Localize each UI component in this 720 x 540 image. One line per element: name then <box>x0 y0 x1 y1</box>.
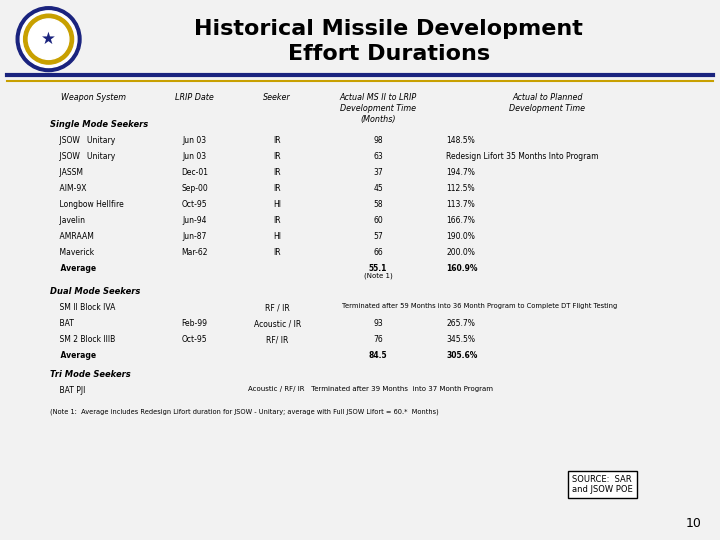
Text: AMRAAM: AMRAAM <box>50 232 94 241</box>
Text: Sep-00: Sep-00 <box>181 184 208 193</box>
Text: 60: 60 <box>373 216 383 225</box>
Text: LRIP Date: LRIP Date <box>175 93 214 102</box>
Text: SM II Block IVA: SM II Block IVA <box>50 303 116 312</box>
Circle shape <box>20 11 77 68</box>
Text: Actual MS II to LRIP
Development Time
(Months): Actual MS II to LRIP Development Time (M… <box>339 93 417 124</box>
Text: Average: Average <box>50 264 96 273</box>
Text: JSOW   Unitary: JSOW Unitary <box>50 152 116 161</box>
Text: Oct-95: Oct-95 <box>181 335 207 345</box>
Text: BAT: BAT <box>50 319 74 328</box>
Text: RF/ IR: RF/ IR <box>266 335 289 345</box>
Text: Seeker: Seeker <box>264 93 291 102</box>
Text: HI: HI <box>273 232 282 241</box>
Text: 76: 76 <box>373 335 383 345</box>
Text: (Note 1:  Average includes Redesign Lifort duration for JSOW - Unitary; average : (Note 1: Average includes Redesign Lifor… <box>50 408 439 415</box>
Text: JSOW   Unitary: JSOW Unitary <box>50 136 116 145</box>
Text: SM 2 Block IIIB: SM 2 Block IIIB <box>50 335 116 345</box>
Text: 265.7%: 265.7% <box>446 319 475 328</box>
Text: 57: 57 <box>373 232 383 241</box>
Text: 93: 93 <box>373 319 383 328</box>
Text: 200.0%: 200.0% <box>446 248 475 256</box>
Text: IR: IR <box>274 248 281 256</box>
Circle shape <box>24 14 73 64</box>
Text: Jun-94: Jun-94 <box>182 216 207 225</box>
Text: 166.7%: 166.7% <box>446 216 475 225</box>
Text: Feb-99: Feb-99 <box>181 319 207 328</box>
Text: RF / IR: RF / IR <box>265 303 289 312</box>
Text: 190.0%: 190.0% <box>446 232 475 241</box>
Text: 194.7%: 194.7% <box>446 168 475 177</box>
Text: JASSM: JASSM <box>50 168 84 177</box>
Text: Tri Mode Seekers: Tri Mode Seekers <box>50 370 131 379</box>
Text: Maverick: Maverick <box>50 248 94 256</box>
Text: Actual to Planned
Development Time: Actual to Planned Development Time <box>509 93 585 113</box>
Text: Effort Durations: Effort Durations <box>288 44 490 64</box>
Text: IR: IR <box>274 136 281 145</box>
Text: 345.5%: 345.5% <box>446 335 475 345</box>
Circle shape <box>17 6 81 71</box>
Text: BAT PJI: BAT PJI <box>50 386 86 395</box>
Text: 305.6%: 305.6% <box>446 351 478 360</box>
Text: 113.7%: 113.7% <box>446 200 475 209</box>
Text: 84.5: 84.5 <box>369 351 387 360</box>
Text: Historical Missile Development: Historical Missile Development <box>194 19 583 39</box>
Text: IR: IR <box>274 152 281 161</box>
Text: Dec-01: Dec-01 <box>181 168 208 177</box>
Text: ★: ★ <box>41 30 56 48</box>
Text: 148.5%: 148.5% <box>446 136 475 145</box>
Text: Redesign Lifort 35 Months Into Program: Redesign Lifort 35 Months Into Program <box>446 152 599 161</box>
Text: HI: HI <box>273 200 282 209</box>
Text: IR: IR <box>274 168 281 177</box>
Text: Acoustic / RF/ IR   Terminated after 39 Months  into 37 Month Program: Acoustic / RF/ IR Terminated after 39 Mo… <box>248 386 493 392</box>
Circle shape <box>28 19 69 59</box>
Text: Mar-62: Mar-62 <box>181 248 207 256</box>
Text: Average: Average <box>50 351 96 360</box>
Text: 10: 10 <box>686 517 702 530</box>
Text: IR: IR <box>274 216 281 225</box>
Text: Jun-87: Jun-87 <box>182 232 207 241</box>
Text: AIM-9X: AIM-9X <box>50 184 87 193</box>
Text: IR: IR <box>274 184 281 193</box>
Text: Jun 03: Jun 03 <box>182 152 207 161</box>
Text: Javelin: Javelin <box>50 216 86 225</box>
Text: 58: 58 <box>373 200 383 209</box>
Text: 160.9%: 160.9% <box>446 264 478 273</box>
Text: Single Mode Seekers: Single Mode Seekers <box>50 120 148 129</box>
Text: Longbow Hellfire: Longbow Hellfire <box>50 200 124 209</box>
Text: Oct-95: Oct-95 <box>181 200 207 209</box>
Text: 98: 98 <box>373 136 383 145</box>
Text: (Note 1): (Note 1) <box>364 272 392 279</box>
Text: 112.5%: 112.5% <box>446 184 475 193</box>
Text: Acoustic / IR: Acoustic / IR <box>253 319 301 328</box>
Text: 55.1: 55.1 <box>369 264 387 273</box>
Text: 45: 45 <box>373 184 383 193</box>
Text: 66: 66 <box>373 248 383 256</box>
Text: 63: 63 <box>373 152 383 161</box>
Text: 37: 37 <box>373 168 383 177</box>
Text: Terminated after 59 Months into 36 Month Program to Complete DT Flight Testing: Terminated after 59 Months into 36 Month… <box>342 303 617 309</box>
Text: Jun 03: Jun 03 <box>182 136 207 145</box>
Text: Weapon System: Weapon System <box>61 93 126 102</box>
Text: SOURCE:  SAR
and JSOW POE: SOURCE: SAR and JSOW POE <box>572 475 633 494</box>
Text: Dual Mode Seekers: Dual Mode Seekers <box>50 287 141 296</box>
